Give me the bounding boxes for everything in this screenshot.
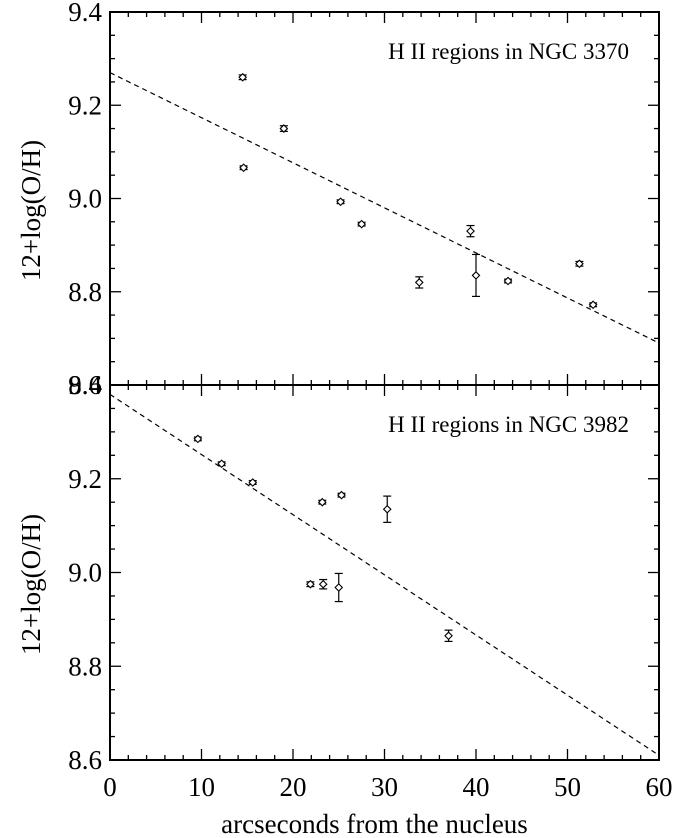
data-point xyxy=(357,219,367,229)
axis-ticks-ngc3370 xyxy=(109,11,660,386)
diamond-marker xyxy=(248,478,258,487)
data-point xyxy=(334,572,344,603)
x-tick-label: 0 xyxy=(103,772,117,802)
diamond-marker xyxy=(357,219,367,229)
diamond-marker xyxy=(382,504,392,514)
diamond-marker xyxy=(318,579,328,589)
x-tick-label: 20 xyxy=(280,772,307,802)
data-point xyxy=(193,434,203,444)
diamond-marker xyxy=(336,197,345,207)
y-tick-label: 9.2 xyxy=(68,464,102,494)
plot-frame-ngc3982 xyxy=(109,384,660,761)
x-tick-labels-ngc3982: 0 10 20 30 40 50 60 xyxy=(103,772,672,802)
fit-line-ngc3370 xyxy=(109,72,660,344)
data-point xyxy=(382,495,392,523)
y-tick-label: 9.0 xyxy=(68,184,102,214)
y-tick-label: 8.8 xyxy=(68,277,102,307)
data-point xyxy=(444,629,453,643)
data-point xyxy=(248,478,258,487)
diamond-marker xyxy=(279,124,289,133)
diamond-marker xyxy=(193,434,203,444)
y-tick-labels-ngc3982: 8.6 8.8 9.0 9.2 9.4 xyxy=(68,370,102,775)
diamond-marker xyxy=(466,226,475,236)
y-tick-label: 9.4 xyxy=(68,0,102,27)
data-point xyxy=(414,276,424,289)
diamond-marker xyxy=(588,300,598,310)
diamond-marker xyxy=(575,259,584,269)
data-point xyxy=(337,490,346,500)
data-point xyxy=(306,579,315,589)
diamond-marker xyxy=(334,583,344,592)
y-tick-label: 8.6 xyxy=(68,370,102,400)
diamond-marker xyxy=(238,72,248,82)
x-tick-label: 40 xyxy=(463,772,490,802)
y-tick-label: 9.2 xyxy=(68,90,102,120)
data-point xyxy=(217,459,227,469)
y-tick-label: 8.6 xyxy=(68,745,102,775)
x-axis-label-ngc3982: arcseconds from the nucleus xyxy=(221,809,528,838)
diamond-marker xyxy=(471,271,481,280)
plot-frame-ngc3370 xyxy=(109,11,660,386)
data-point xyxy=(238,72,248,82)
diamond-marker xyxy=(306,579,315,589)
x-tick-label: 60 xyxy=(646,772,673,802)
axis-ticks-ngc3982 xyxy=(109,384,660,761)
y-tick-label: 9.4 xyxy=(68,370,102,400)
data-points-ngc3370 xyxy=(238,72,598,310)
panel-ngc3370: 8.6 8.8 9.0 9.2 9.4 H II regions in NGC 3370… xyxy=(16,0,660,400)
data-point xyxy=(471,253,481,298)
diamond-marker xyxy=(444,631,453,641)
diamond-marker xyxy=(239,163,248,173)
x-tick-label: 10 xyxy=(188,772,215,802)
data-point xyxy=(318,578,328,590)
y-axis-label-ngc3982: 12+log(O/H) xyxy=(16,514,46,655)
data-points-ngc3982 xyxy=(193,434,453,643)
diamond-marker xyxy=(317,497,327,507)
y-tick-label: 8.8 xyxy=(68,651,102,681)
data-point xyxy=(336,197,345,207)
y-axis-label-ngc3370: 12+log(O/H) xyxy=(16,140,46,281)
diamond-marker xyxy=(337,490,346,500)
y-tick-labels-ngc3370: 8.6 8.8 9.0 9.2 9.4 xyxy=(68,0,102,400)
panel-annotation-ngc3370: H II regions in NGC 3370 xyxy=(388,39,629,64)
y-tick-label: 9.0 xyxy=(68,558,102,588)
data-point xyxy=(588,300,598,310)
diamond-marker xyxy=(217,459,227,469)
diamond-marker xyxy=(414,278,424,287)
x-tick-label: 50 xyxy=(554,772,581,802)
x-tick-label: 30 xyxy=(371,772,398,802)
data-point xyxy=(575,259,584,269)
data-point xyxy=(466,224,475,238)
panel-ngc3982: 8.6 8.8 9.0 9.2 9.4 0 10 20 30 40 50 60 H II regio… xyxy=(16,370,673,838)
data-point xyxy=(239,163,248,173)
panel-annotation-ngc3982: H II regions in NGC 3982 xyxy=(388,412,629,437)
data-point xyxy=(503,276,513,286)
diamond-marker xyxy=(503,276,513,286)
data-point xyxy=(317,497,327,507)
data-point xyxy=(279,124,289,133)
fit-line-ngc3982 xyxy=(109,393,660,756)
